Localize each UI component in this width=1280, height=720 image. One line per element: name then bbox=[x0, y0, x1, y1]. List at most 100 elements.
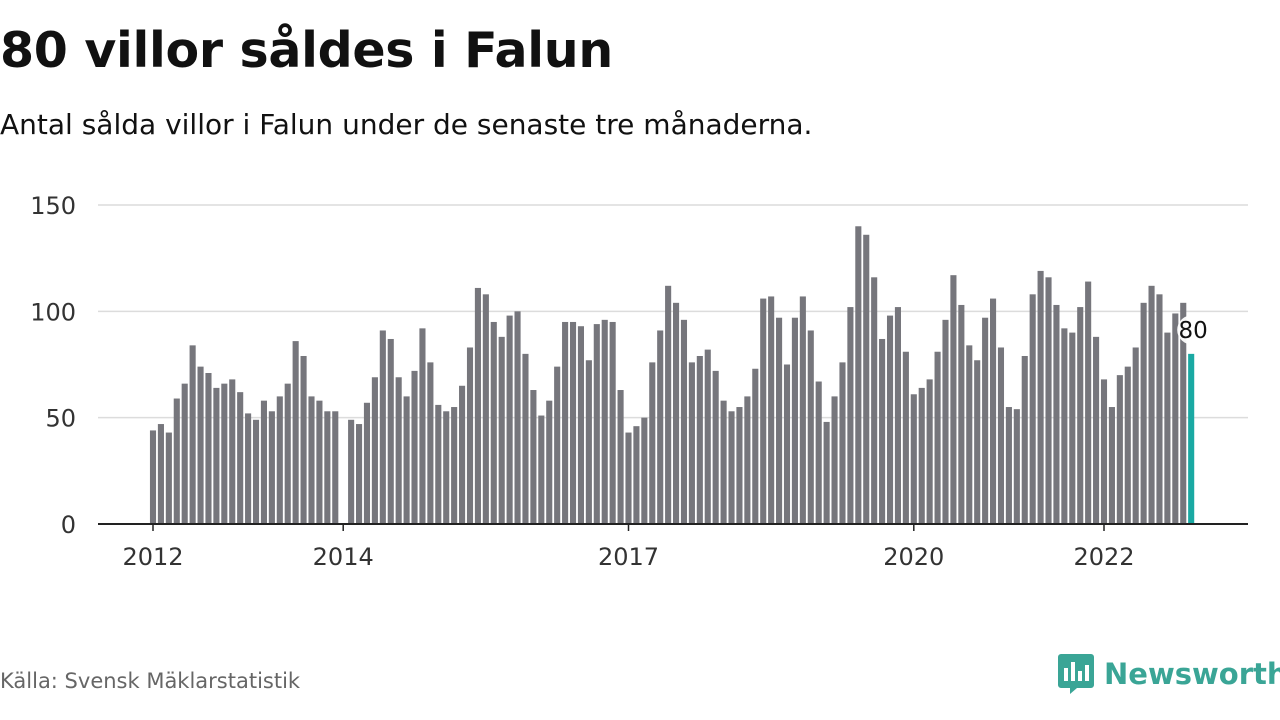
bar bbox=[744, 396, 751, 524]
bar bbox=[356, 424, 363, 524]
bar bbox=[958, 304, 965, 524]
bar bbox=[1053, 304, 1060, 524]
bar bbox=[546, 400, 553, 524]
bar bbox=[704, 349, 711, 524]
bar bbox=[1116, 375, 1123, 524]
bar bbox=[776, 317, 783, 524]
bar bbox=[910, 394, 917, 524]
bar bbox=[260, 400, 267, 524]
bar bbox=[522, 353, 529, 524]
bar bbox=[942, 319, 949, 524]
bar bbox=[728, 411, 735, 524]
bar bbox=[1132, 347, 1139, 524]
bar bbox=[894, 307, 901, 524]
bar bbox=[403, 396, 410, 524]
bar bbox=[1037, 270, 1044, 524]
bar bbox=[514, 311, 521, 524]
bar bbox=[688, 362, 695, 524]
bar bbox=[237, 392, 244, 524]
x-tick-label: 2022 bbox=[1073, 543, 1134, 571]
bar bbox=[324, 411, 331, 524]
bar bbox=[443, 411, 450, 524]
bar bbox=[1180, 302, 1187, 524]
bar bbox=[839, 362, 846, 524]
bar bbox=[1148, 285, 1155, 524]
bar bbox=[1005, 407, 1012, 524]
bar bbox=[649, 362, 656, 524]
bar bbox=[617, 390, 624, 524]
bar bbox=[197, 366, 204, 524]
bar bbox=[1164, 332, 1171, 524]
bar bbox=[165, 432, 172, 524]
bar bbox=[268, 411, 275, 524]
bar bbox=[815, 381, 822, 524]
bar bbox=[926, 379, 933, 524]
bar bbox=[791, 317, 798, 524]
bar bbox=[506, 315, 513, 524]
y-tick-label: 150 bbox=[30, 192, 76, 220]
bar bbox=[760, 298, 767, 524]
bar bbox=[427, 362, 434, 524]
bar bbox=[538, 415, 545, 524]
bar bbox=[395, 377, 402, 524]
bar bbox=[371, 377, 378, 524]
chart-title: 80 villor såldes i Falun bbox=[0, 22, 613, 79]
bar bbox=[252, 419, 260, 524]
bar bbox=[680, 319, 688, 524]
bar bbox=[379, 330, 386, 524]
bar bbox=[419, 328, 426, 524]
bar bbox=[459, 385, 466, 524]
bar bbox=[435, 404, 442, 524]
bar bbox=[363, 402, 371, 524]
bar bbox=[886, 315, 894, 524]
bar bbox=[569, 321, 577, 524]
bar bbox=[466, 347, 474, 524]
brand-name: Newsworthy bbox=[1104, 657, 1280, 691]
bar bbox=[855, 226, 862, 524]
bar bbox=[831, 396, 838, 524]
x-tick-label: 2020 bbox=[883, 543, 944, 571]
bar bbox=[300, 355, 307, 524]
bar bbox=[783, 364, 791, 524]
bar bbox=[997, 347, 1005, 524]
bar bbox=[593, 324, 600, 524]
bar bbox=[308, 396, 315, 524]
bar bbox=[451, 407, 458, 524]
highlight-label-bg bbox=[1177, 314, 1210, 345]
bar bbox=[284, 383, 291, 524]
bar bbox=[173, 398, 180, 524]
bar bbox=[752, 368, 759, 524]
bar bbox=[181, 383, 188, 524]
bar bbox=[348, 419, 355, 524]
bar bbox=[276, 396, 283, 524]
bar bbox=[1085, 281, 1092, 524]
bar bbox=[245, 413, 252, 524]
bar bbox=[990, 298, 997, 524]
bar bbox=[1156, 294, 1163, 524]
highlight-bar bbox=[1188, 353, 1195, 524]
bar bbox=[474, 287, 481, 524]
bar bbox=[205, 373, 212, 524]
bar bbox=[1100, 379, 1108, 524]
bar bbox=[601, 319, 608, 524]
y-tick-label: 50 bbox=[45, 405, 76, 433]
bar bbox=[221, 383, 228, 524]
bar bbox=[562, 321, 569, 524]
y-tick-label: 0 bbox=[61, 511, 76, 539]
bar bbox=[1093, 336, 1100, 524]
bar bbox=[213, 387, 220, 524]
bar bbox=[609, 321, 616, 524]
bar bbox=[292, 341, 299, 524]
bar bbox=[332, 411, 339, 524]
bar bbox=[823, 421, 830, 524]
bar bbox=[982, 317, 989, 524]
chart-subtitle: Antal sålda villor i Falun under de sena… bbox=[0, 108, 813, 141]
bar bbox=[720, 400, 727, 524]
bar bbox=[1069, 332, 1076, 524]
bar bbox=[665, 285, 672, 524]
bar bbox=[229, 379, 236, 524]
x-tick-label: 2012 bbox=[122, 543, 183, 571]
bar bbox=[1124, 366, 1131, 524]
brand[interactable]: Newsworthy bbox=[1058, 654, 1280, 694]
source-note: Källa: Svensk Mäklarstatistik bbox=[0, 669, 301, 693]
